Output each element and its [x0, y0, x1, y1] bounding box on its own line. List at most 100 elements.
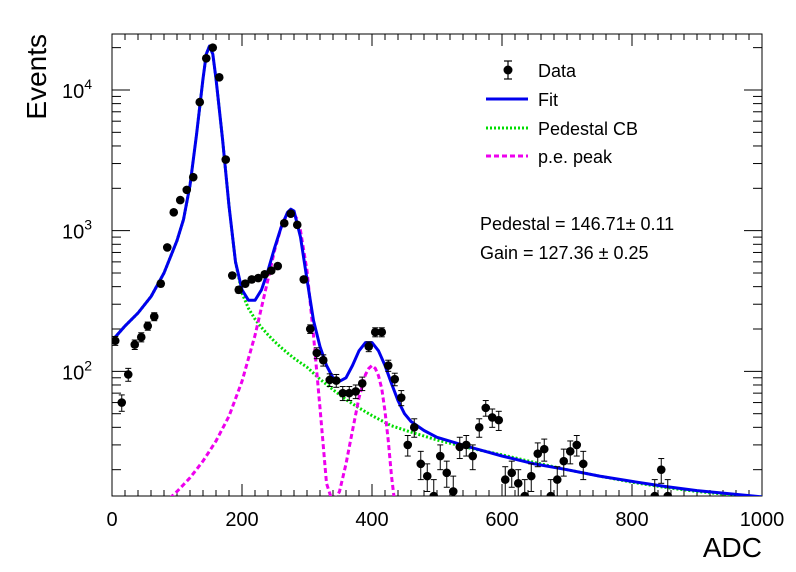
- data-point: [572, 440, 582, 450]
- data-point: [169, 208, 179, 217]
- data-point: [331, 376, 341, 385]
- data-point: [377, 327, 387, 337]
- data-point: [357, 379, 367, 388]
- data-point: [253, 273, 263, 283]
- data-point: [507, 468, 517, 478]
- data-point: [273, 261, 283, 271]
- data-point: [266, 266, 276, 275]
- data-point: [247, 275, 257, 284]
- legend-entry-data: Data: [503, 60, 577, 81]
- pedestal-annotation: Pedestal = 146.71± 0.11: [480, 214, 674, 234]
- x-tick-label: 600: [485, 509, 518, 531]
- data-point: [156, 279, 166, 288]
- gain-annotation: Gain = 127.36 ± 0.25: [480, 243, 649, 263]
- data-point: [416, 459, 426, 469]
- data-point: [559, 456, 569, 466]
- data-point: [201, 53, 211, 63]
- data-point: [481, 403, 491, 413]
- data-point: [227, 271, 237, 280]
- legend-label-pe-peak: p.e. peak: [538, 147, 613, 167]
- data-point: [279, 218, 289, 228]
- data-point: [182, 185, 192, 195]
- y-tick-label: 102: [62, 357, 92, 384]
- data-point: [565, 447, 575, 456]
- data-point: [455, 442, 465, 452]
- data-point: [214, 73, 224, 82]
- data-point: [292, 220, 302, 230]
- data-point: [468, 451, 478, 461]
- y-tick-label: 103: [62, 217, 92, 244]
- data-point: [520, 491, 530, 496]
- y-tick-label: 104: [62, 76, 92, 103]
- legend-label-fit: Fit: [538, 90, 558, 110]
- data-point: [305, 324, 315, 334]
- data-points: [112, 43, 673, 496]
- data-point: [422, 471, 432, 481]
- data-point: [390, 374, 400, 384]
- data-point: [396, 393, 406, 402]
- x-tick-label: 1000: [740, 509, 785, 531]
- data-point: [318, 355, 328, 365]
- data-point: [221, 155, 231, 164]
- data-point: [286, 209, 296, 219]
- data-point: [533, 449, 543, 458]
- data-point: [149, 312, 159, 321]
- legend: Data Fit Pedestal CB p.e. peak: [486, 60, 638, 167]
- data-point: [526, 471, 536, 481]
- data-point: [195, 97, 205, 107]
- data-point: [442, 468, 452, 478]
- data-point: [656, 465, 666, 474]
- data-point: [325, 375, 335, 385]
- data-point: [487, 413, 497, 422]
- data-point: [429, 491, 439, 496]
- data-point: [338, 388, 348, 398]
- x-tick-label: 800: [615, 509, 648, 531]
- data-point: [448, 487, 458, 496]
- data-point: [500, 475, 510, 484]
- legend-entry-pe-peak: p.e. peak: [486, 147, 613, 167]
- legend-label-data: Data: [538, 61, 577, 81]
- data-point: [162, 243, 172, 252]
- curve-pedestal-cb: [112, 44, 762, 496]
- data-point: [344, 388, 354, 398]
- data-point: [208, 43, 218, 52]
- data-point: [143, 321, 153, 331]
- data-point: [494, 415, 504, 425]
- data-point: [351, 387, 361, 396]
- data-point: [188, 172, 198, 182]
- data-point: [130, 340, 140, 349]
- data-point: [260, 269, 270, 279]
- data-point: [513, 479, 523, 488]
- data-point: [383, 361, 393, 370]
- axis-ticks: [111, 34, 763, 496]
- data-point: [240, 279, 250, 288]
- curve-p-e-peak: [169, 211, 396, 496]
- data-point: [175, 195, 185, 205]
- data-point: [112, 336, 120, 346]
- y-axis-title: Events: [21, 34, 52, 120]
- legend-label-pedestal-cb: Pedestal CB: [538, 119, 638, 139]
- legend-marker-data: [503, 65, 513, 75]
- data-point: [403, 440, 413, 450]
- data-point: [123, 370, 133, 379]
- axis-tick-labels: 0 200 400 600 800 1000 102 103 104: [62, 76, 784, 531]
- data-point: [435, 451, 445, 461]
- x-tick-label: 200: [225, 509, 258, 531]
- curve-fit: [112, 44, 762, 496]
- data-point: [364, 342, 374, 351]
- data-point: [539, 444, 549, 454]
- data-point: [370, 327, 380, 337]
- data-point: [663, 491, 673, 496]
- data-point: [650, 491, 660, 496]
- data-point: [117, 398, 127, 407]
- legend-entry-fit: Fit: [486, 90, 558, 110]
- data-point: [136, 332, 146, 342]
- data-point: [299, 275, 309, 284]
- legend-entry-pedestal-cb: Pedestal CB: [486, 119, 638, 139]
- data-point: [578, 459, 588, 469]
- data-point: [461, 440, 471, 450]
- data-point: [546, 491, 556, 496]
- x-axis-title: ADC: [703, 532, 762, 563]
- x-tick-label: 0: [106, 509, 117, 531]
